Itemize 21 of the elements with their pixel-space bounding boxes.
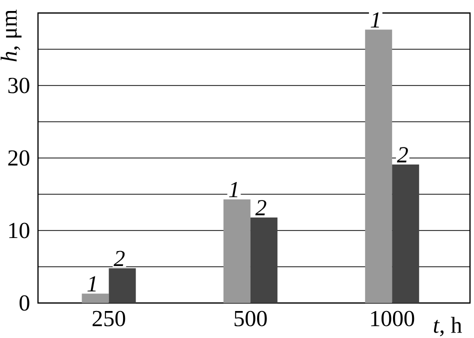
text: 2 (396, 147, 408, 162)
y-tick-label: 10 (9, 222, 30, 238)
x-tick-label: 250 (92, 310, 126, 326)
series-label: 2 (114, 250, 125, 266)
y-tick-label: 30 (8, 78, 30, 94)
x-tick-label: 500 (234, 310, 267, 326)
y-tick-label: 0 (20, 295, 30, 311)
bar (250, 217, 278, 303)
bar (365, 30, 392, 303)
x-axis-title: t, h (434, 316, 462, 336)
bar (392, 164, 420, 303)
bar (223, 199, 250, 303)
text: 2 (255, 200, 266, 216)
series-label: 1 (87, 276, 96, 292)
text: 1 (229, 182, 238, 198)
y-axis-title: h, μm (0, 10, 22, 62)
bar (82, 294, 109, 303)
bar (108, 268, 136, 303)
text: 1 (370, 12, 379, 28)
x-tick-label: 1000 (371, 310, 414, 326)
y-tick-label: 20 (8, 150, 30, 166)
